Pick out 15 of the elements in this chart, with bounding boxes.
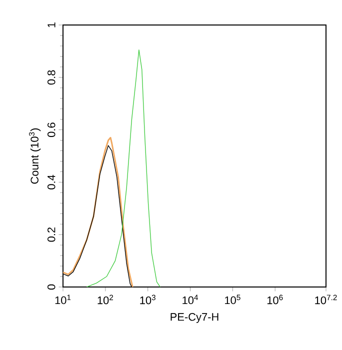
x-tick-label: 10$^{7.2}$ [315,294,337,304]
y-tick-label: 0.8 [48,70,56,85]
y-tick-label: 0 [48,284,56,290]
y-tick-label: 1 [48,22,56,28]
x-tick-label: 10$^{6}$ [267,294,283,304]
y-axis-title: Count (10$^{3}$) [29,128,41,184]
y-tick-label: 0.4 [48,174,56,190]
x-axis-title: PE-Cy7-H [170,313,218,323]
y-tick-label: 0.6 [48,122,56,137]
x-tick-label: 10$^{5}$ [225,294,240,304]
x-tick-label: 10$^{3}$ [140,294,156,304]
x-tick-label: 10$^{2}$ [98,294,114,304]
x-tick-label: 10$^{4}$ [182,294,198,304]
y-tick-label: 0.2 [48,228,56,242]
x-tick-label: 10$^{1}$ [55,294,71,304]
